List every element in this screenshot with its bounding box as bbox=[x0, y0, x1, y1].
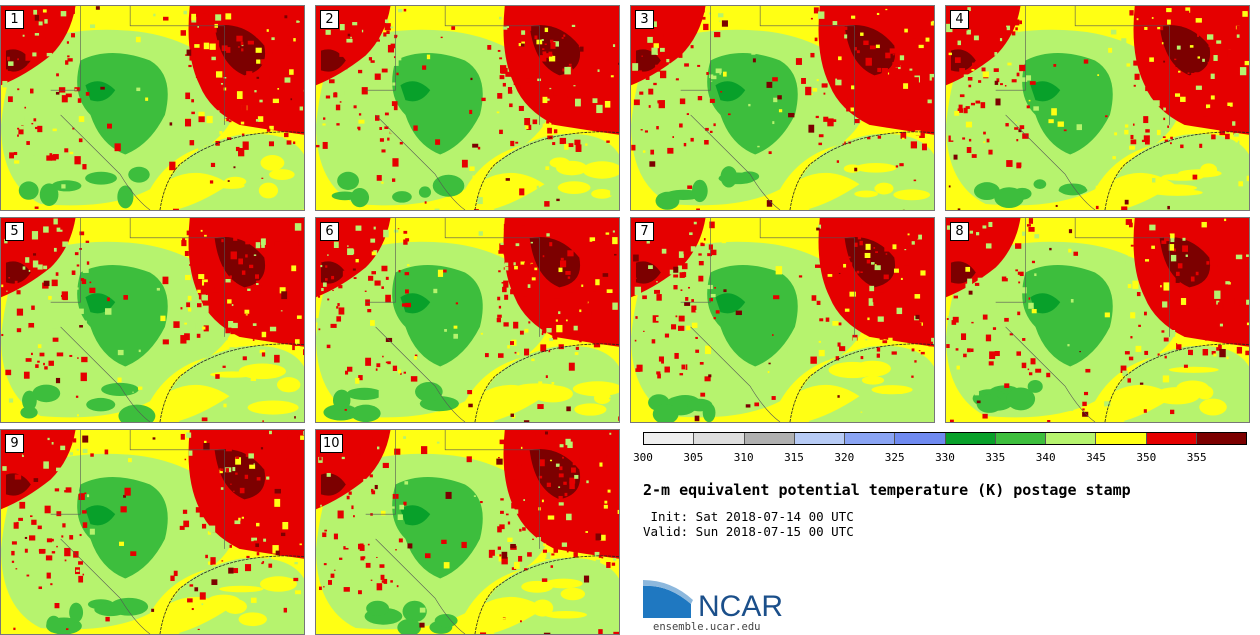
colorbar-tick-label: 305 bbox=[683, 451, 704, 464]
member-label: 5 bbox=[5, 222, 24, 241]
member-stamp-3: 3 bbox=[630, 5, 935, 211]
colorbar-swatch bbox=[895, 433, 946, 444]
colorbar bbox=[643, 432, 1247, 445]
colorbar-swatch bbox=[794, 433, 845, 444]
colorbar-tick-label: 345 bbox=[1086, 451, 1106, 464]
colorbar-tick-label: 320 bbox=[834, 451, 855, 464]
member-stamp-10: 10 bbox=[315, 429, 620, 635]
init-time: Init: Sat 2018-07-14 00 UTC bbox=[643, 509, 854, 524]
member-label: 1 bbox=[5, 10, 24, 29]
member-label: 8 bbox=[950, 222, 969, 241]
member-stamp-1: 1 bbox=[0, 5, 305, 211]
member-label: 9 bbox=[5, 434, 24, 453]
member-label: 3 bbox=[635, 10, 654, 29]
member-map bbox=[1, 218, 304, 422]
member-map bbox=[1, 6, 304, 210]
member-map bbox=[946, 6, 1249, 210]
member-map bbox=[631, 6, 934, 210]
colorbar-swatch bbox=[945, 433, 996, 444]
member-map bbox=[946, 218, 1249, 422]
member-label: 7 bbox=[635, 222, 654, 241]
colorbar-tick-label: 355 bbox=[1186, 451, 1207, 464]
member-map bbox=[316, 218, 619, 422]
colorbar-swatch bbox=[845, 433, 896, 444]
colorbar-tick-label: 340 bbox=[1035, 451, 1056, 464]
member-label: 4 bbox=[950, 10, 969, 29]
member-map bbox=[1, 430, 304, 634]
member-stamp-5: 5 bbox=[0, 217, 305, 423]
colorbar-tick-label: 300 bbox=[633, 451, 653, 464]
member-stamp-6: 6 bbox=[315, 217, 620, 423]
member-label: 10 bbox=[320, 434, 343, 453]
colorbar-swatch bbox=[1196, 433, 1246, 444]
colorbar-swatch bbox=[744, 433, 795, 444]
member-label: 6 bbox=[320, 222, 339, 241]
valid-time: Valid: Sun 2018-07-15 00 UTC bbox=[643, 524, 854, 539]
member-map bbox=[316, 430, 619, 634]
colorbar-tick-label: 325 bbox=[884, 451, 905, 464]
page-title: 2-m equivalent potential temperature (K)… bbox=[643, 481, 1131, 499]
colorbar-swatch bbox=[644, 433, 695, 444]
colorbar-swatch bbox=[1146, 433, 1197, 444]
site-url[interactable]: ensemble.ucar.edu bbox=[653, 621, 761, 633]
member-stamp-2: 2 bbox=[315, 5, 620, 211]
colorbar-swatch bbox=[1046, 433, 1097, 444]
colorbar-ticks: 300 305 310 315 320 325 330 335 340 345 350 355 bbox=[633, 451, 1247, 467]
member-map bbox=[631, 218, 934, 422]
member-stamp-9: 9 bbox=[0, 429, 305, 635]
member-label: 2 bbox=[320, 10, 339, 29]
member-map bbox=[316, 6, 619, 210]
colorbar-tick-label: 350 bbox=[1136, 451, 1157, 464]
colorbar-swatch bbox=[694, 433, 745, 444]
colorbar-tick-label: 315 bbox=[784, 451, 804, 464]
colorbar-tick-label: 330 bbox=[935, 451, 955, 464]
member-stamp-7: 7 bbox=[630, 217, 935, 423]
member-stamp-4: 4 bbox=[945, 5, 1250, 211]
colorbar-tick-label: 310 bbox=[733, 451, 754, 464]
colorbar-swatch bbox=[995, 433, 1046, 444]
colorbar-tick-label: 335 bbox=[985, 451, 1006, 464]
ncar-logo: NCAR bbox=[643, 580, 783, 623]
colorbar-swatch bbox=[1096, 433, 1147, 444]
ncar-logo-swoosh-icon bbox=[643, 585, 691, 618]
ncar-logo-text: NCAR bbox=[698, 590, 783, 623]
member-stamp-8: 8 bbox=[945, 217, 1250, 423]
